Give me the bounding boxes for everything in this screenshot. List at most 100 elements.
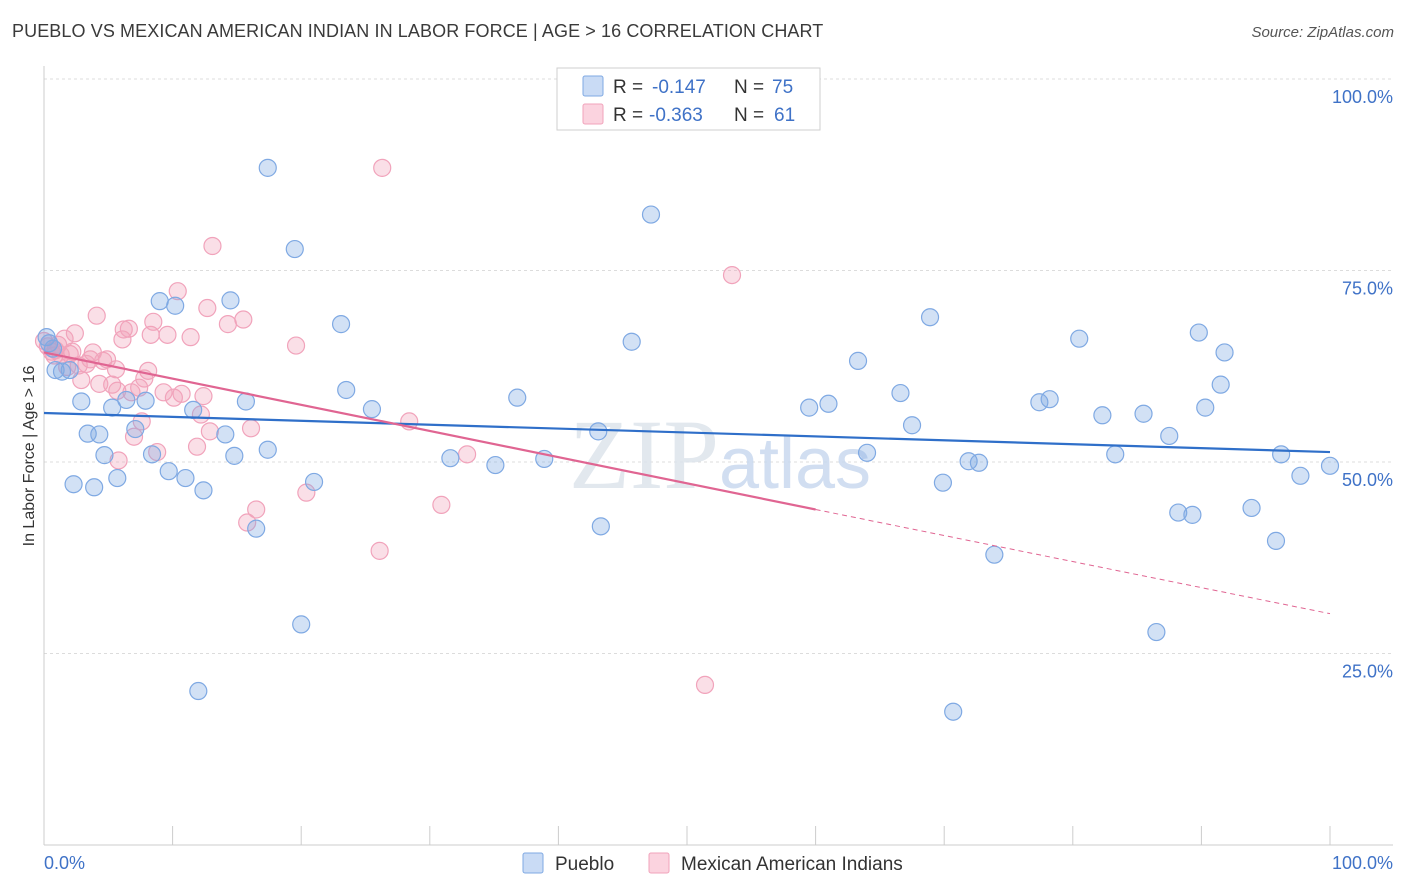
data-point-pueblo: [126, 419, 145, 439]
legend-n-label-pueblo: N =: [734, 77, 764, 98]
series-legend: Pueblo Mexican American Indians: [522, 852, 903, 875]
legend-r-label-pueblo: R =: [613, 77, 643, 98]
source-label: Source: ZipAtlas.com: [1251, 24, 1394, 41]
data-point-pueblo: [1134, 404, 1153, 423]
data-point-mexican: [144, 312, 163, 331]
data-point-pueblo: [1106, 445, 1125, 464]
x-tick-label: 0.0%: [44, 853, 85, 873]
data-point-mexican: [432, 495, 451, 514]
data-point-mexican: [247, 500, 266, 519]
data-point-mexican: [722, 265, 742, 285]
data-point-pueblo: [247, 519, 266, 538]
series-pueblo: [37, 158, 1340, 721]
legend-n-label-mexican: N =: [734, 105, 764, 126]
data-point-pueblo: [508, 388, 527, 407]
data-point-pueblo: [1093, 406, 1112, 425]
x-tick-label: 100.0%: [1332, 853, 1393, 873]
data-point-mexican: [181, 328, 200, 347]
data-point-pueblo: [591, 517, 610, 536]
data-point-pueblo: [304, 472, 324, 492]
data-point-pueblo: [52, 362, 72, 381]
y-tick-label: 100.0%: [1332, 87, 1393, 107]
data-point-pueblo: [589, 422, 608, 441]
data-point-mexican: [87, 306, 106, 325]
data-point-mexican: [154, 383, 173, 402]
data-point-mexican: [158, 325, 177, 344]
legend-r-value-mexican: -0.363: [649, 105, 703, 126]
x-tick-labels: 0.0% 100.0%: [44, 853, 1393, 873]
data-point-pueblo: [216, 425, 235, 444]
legend-r-value-pueblo: -0.147: [652, 77, 706, 98]
data-point-pueblo: [1272, 445, 1291, 464]
legend-n-value-mexican: 61: [774, 105, 795, 126]
legend-swatch-pueblo-bottom: [522, 852, 544, 874]
data-point-mexican: [65, 324, 84, 343]
data-point-mexican: [234, 310, 253, 329]
data-point-mexican: [72, 370, 91, 390]
data-point-pueblo: [150, 292, 169, 311]
data-point-pueblo: [848, 351, 868, 370]
data-point-pueblo: [184, 400, 203, 420]
data-point-mexican: [218, 315, 237, 334]
data-point-pueblo: [142, 445, 162, 464]
data-point-pueblo: [1242, 498, 1261, 518]
data-point-mexican: [114, 320, 133, 339]
data-point-mexican: [119, 319, 138, 338]
data-point-mexican: [198, 298, 217, 318]
chart-title: PUEBLO VS MEXICAN AMERICAN INDIAN IN LAB…: [12, 21, 824, 41]
data-point-pueblo: [292, 615, 311, 634]
data-point-mexican: [194, 387, 213, 406]
data-point-mexican: [200, 422, 219, 441]
data-point-pueblo: [176, 468, 195, 488]
data-point-pueblo: [331, 315, 351, 334]
data-point-mexican: [286, 336, 306, 355]
y-tick-labels: 25.0% 50.0% 75.0% 100.0%: [1332, 87, 1393, 682]
data-point-pueblo: [90, 425, 109, 444]
data-point-pueblo: [221, 291, 240, 310]
data-point-pueblo: [60, 360, 79, 380]
data-point-pueblo: [441, 449, 460, 468]
data-point-mexican: [373, 158, 392, 177]
data-point-mexican: [203, 236, 222, 256]
data-point-pueblo: [1147, 622, 1166, 642]
data-point-pueblo: [1030, 393, 1049, 412]
legend-swatch-pueblo: [582, 75, 604, 97]
data-point-pueblo: [136, 391, 155, 410]
data-point-pueblo: [166, 296, 185, 315]
data-point-mexican: [695, 675, 715, 695]
data-point-pueblo: [1040, 390, 1059, 409]
data-point-pueblo: [189, 681, 208, 701]
axes: [43, 66, 1393, 846]
data-point-pueblo: [95, 446, 114, 465]
data-point-mexican: [241, 419, 261, 438]
y-axis-label: In Labor Force | Age > 16: [21, 366, 38, 547]
data-point-pueblo: [800, 398, 819, 417]
stats-legend: R = -0.147 N = 75 R = -0.363 N = 61: [556, 67, 821, 131]
watermark: ZIPatlas: [569, 399, 871, 510]
data-point-pueblo: [108, 468, 127, 488]
data-point-mexican: [370, 541, 389, 560]
data-point-pueblo: [1320, 456, 1340, 475]
data-point-pueblo: [1196, 398, 1215, 417]
data-point-pueblo: [819, 394, 838, 413]
data-point-mexican: [139, 361, 158, 380]
data-point-pueblo: [1189, 323, 1208, 342]
data-point-pueblo: [902, 416, 922, 435]
data-point-mexican: [238, 513, 257, 532]
data-point-mexican: [187, 437, 207, 456]
y-tick-label: 50.0%: [1342, 470, 1393, 490]
data-point-mexican: [124, 427, 144, 446]
data-point-pueblo: [46, 360, 65, 380]
data-point-pueblo: [1291, 466, 1310, 485]
data-point-mexican: [172, 384, 191, 403]
data-point-pueblo: [1215, 343, 1234, 362]
trend-lines: [43, 351, 1331, 615]
data-point-pueblo: [1211, 375, 1230, 394]
legend-swatch-mexican-bottom: [648, 852, 670, 874]
data-point-pueblo: [1070, 329, 1089, 348]
data-point-pueblo: [969, 453, 989, 472]
legend-swatch-mexican: [582, 103, 604, 125]
y-tick-label: 75.0%: [1342, 279, 1393, 299]
data-point-mexican: [457, 445, 477, 464]
y-tick-label: 25.0%: [1342, 662, 1393, 682]
